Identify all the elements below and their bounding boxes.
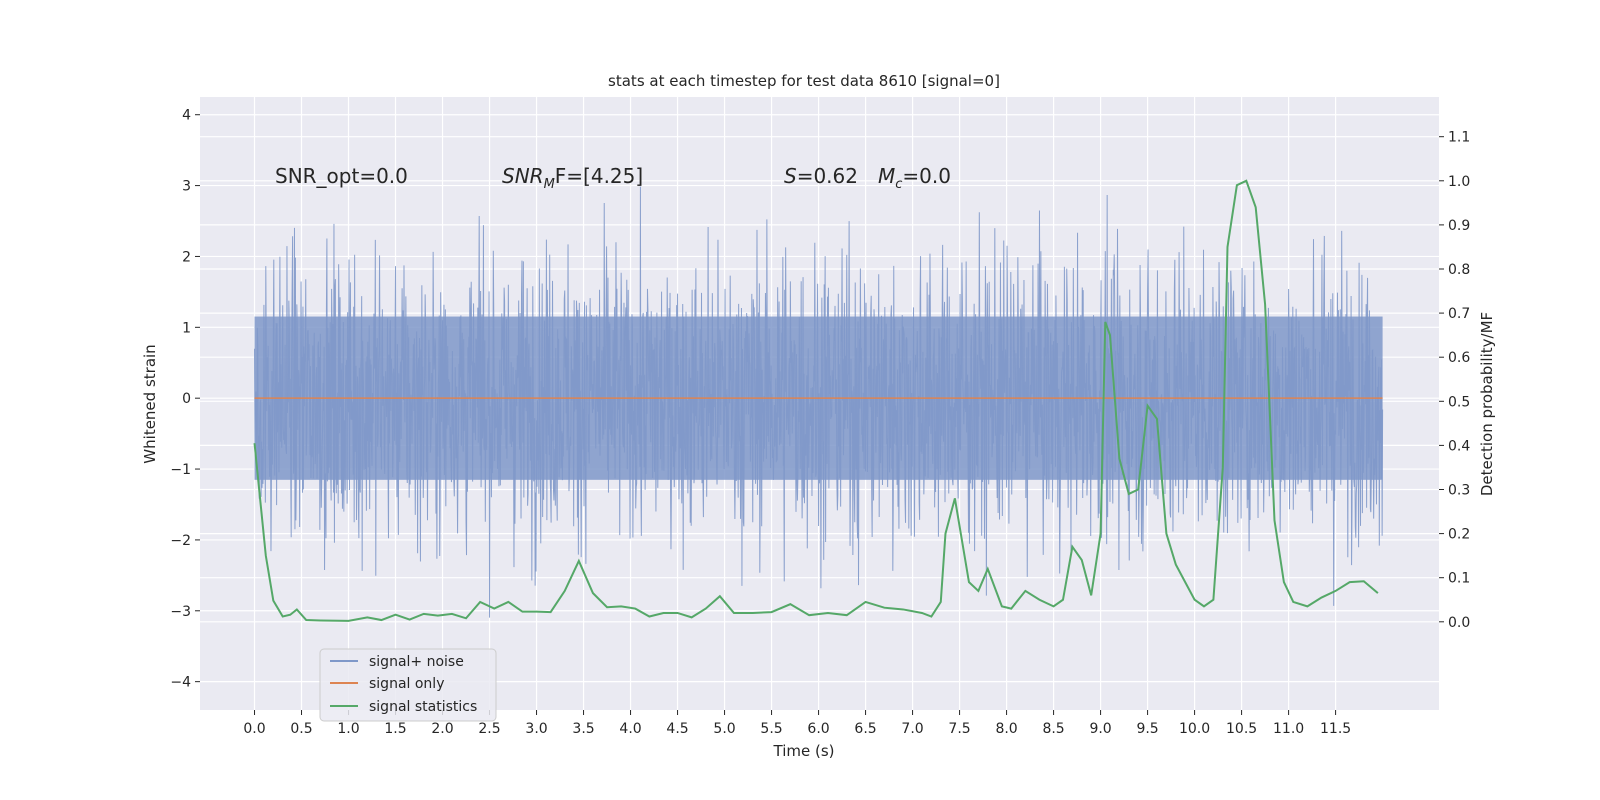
x-tick-label-22: 11.0: [1273, 721, 1304, 737]
yr-tick-label-5: 0.5: [1448, 394, 1470, 410]
x-tick-label-17: 8.5: [1042, 721, 1064, 737]
x-axis-ticks: 0.0 0.5 1.0 1.5 2.0 2.5 3.0 3.5 4.0 4.5 5.0 5.5 6.0 6…: [243, 710, 1351, 737]
legend-label-signal-noise: signal+ noise: [369, 654, 464, 670]
x-tick-label-4: 2.0: [431, 721, 453, 737]
yl-tick-label-8: 4: [182, 108, 191, 124]
x-tick-label-13: 6.5: [854, 721, 876, 737]
yl-tick-label-7: 3: [182, 179, 191, 195]
left-axis-ticks: −4 −3 −2 −1 0 1 2 3 4: [170, 108, 200, 691]
x-tick-label-0: 0.0: [243, 721, 265, 737]
x-tick-label-12: 6.0: [807, 721, 829, 737]
x-tick-label-23: 11.5: [1320, 721, 1351, 737]
yr-tick-label-11: 1.1: [1448, 130, 1470, 146]
x-tick-label-16: 8.0: [995, 721, 1017, 737]
yr-tick-label-0: 0.0: [1448, 615, 1470, 631]
y-axis-left-label: Whitened strain: [141, 344, 159, 463]
x-tick-label-6: 3.0: [525, 721, 547, 737]
yl-tick-label-0: −4: [170, 675, 191, 691]
x-tick-label-18: 9.0: [1089, 721, 1111, 737]
legend: signal+ noise signal only signal statist…: [319, 648, 497, 722]
yr-tick-label-3: 0.3: [1448, 482, 1470, 498]
x-tick-label-3: 1.5: [384, 721, 406, 737]
s-main: S: [784, 164, 797, 188]
x-tick-label-5: 2.5: [478, 721, 500, 737]
yl-tick-label-4: 0: [182, 391, 191, 407]
x-tick-label-11: 5.5: [760, 721, 782, 737]
x-tick-label-9: 4.5: [666, 721, 688, 737]
yl-tick-label-3: −1: [170, 462, 191, 478]
x-tick-label-7: 3.5: [572, 721, 594, 737]
s-annotation: S=0.62: [784, 164, 858, 188]
x-tick-label-21: 10.5: [1226, 721, 1257, 737]
mc-main: M: [878, 164, 895, 188]
mc-annotation: Mc=0.0: [878, 164, 951, 192]
x-tick-label-15: 7.5: [948, 721, 970, 737]
signal-statistics-series: [253, 179, 1379, 622]
yr-tick-label-2: 0.2: [1448, 527, 1470, 543]
yl-tick-label-1: −3: [170, 604, 191, 620]
x-tick-label-14: 7.0: [901, 721, 923, 737]
legend-label-signal-only: signal only: [369, 676, 444, 692]
snr-mf-annotation: SNRMF=[4.25]: [502, 164, 643, 192]
yr-tick-label-6: 0.6: [1448, 350, 1470, 366]
yl-tick-label-2: −2: [170, 533, 191, 549]
y-axis-right-label: Detection probability/MF: [1478, 312, 1496, 496]
snr-mf-main: SNR: [502, 164, 544, 188]
yr-tick-label-10: 1.0: [1448, 174, 1470, 190]
mc-rest: =0.0: [902, 164, 951, 188]
yr-tick-label-4: 0.4: [1448, 438, 1470, 454]
x-tick-label-2: 1.0: [337, 721, 359, 737]
snr-mf-rest: F=[4.25]: [555, 164, 643, 188]
mc-sub: c: [895, 177, 902, 192]
yr-tick-label-9: 0.9: [1448, 218, 1470, 234]
x-tick-label-10: 5.0: [713, 721, 735, 737]
snr-mf-sub: M: [544, 177, 555, 192]
x-axis-label: Time (s): [773, 742, 835, 760]
yl-tick-label-6: 2: [182, 249, 191, 265]
x-tick-label-20: 10.0: [1179, 721, 1210, 737]
legend-box: [319, 648, 497, 722]
yl-tick-label-5: 1: [182, 320, 191, 336]
legend-label-signal-statistics: signal statistics: [369, 699, 477, 715]
x-tick-label-8: 4.0: [619, 721, 641, 737]
snr-opt-annotation: SNR_opt=0.0: [275, 164, 408, 188]
x-tick-label-1: 0.5: [290, 721, 312, 737]
chart-title: stats at each timestep for test data 861…: [608, 72, 1000, 90]
yr-tick-label-7: 0.7: [1448, 306, 1470, 322]
s-rest: =0.62: [797, 164, 858, 188]
right-axis-ticks: 0.0 0.1 0.2 0.3 0.4 0.5 0.6 0.7 0.8 0.9 1.0 1.1: [1439, 130, 1470, 631]
yr-tick-label-8: 0.8: [1448, 262, 1470, 278]
yr-tick-label-1: 0.1: [1448, 571, 1470, 587]
x-tick-label-19: 9.5: [1136, 721, 1158, 737]
noise-trace: [254, 186, 1384, 618]
